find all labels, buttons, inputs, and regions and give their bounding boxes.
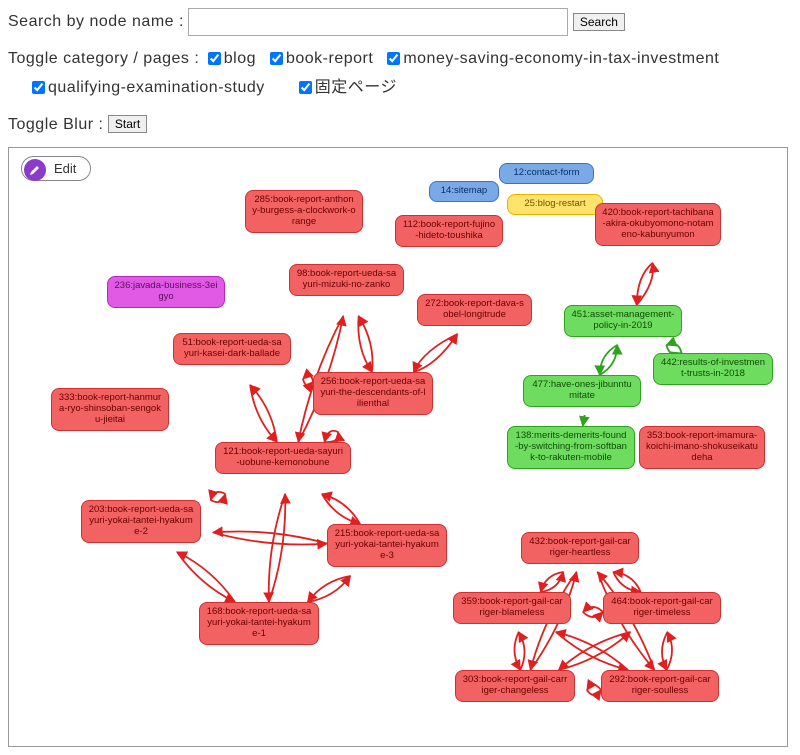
search-input[interactable] — [188, 8, 568, 36]
toggle-label-text: blog — [224, 50, 256, 67]
blur-label: Toggle Blur : — [8, 116, 103, 133]
blur-row: Toggle Blur : Start — [8, 111, 792, 140]
graph-edge — [308, 576, 351, 602]
toggle-label-text: 固定ページ — [315, 79, 397, 96]
graph-edge — [514, 632, 520, 670]
graph-edge — [358, 316, 372, 372]
graph-edge — [637, 263, 653, 305]
graph-node[interactable]: 333:book-report-hanmura-ryo-shinsoban-se… — [51, 388, 169, 431]
graph-node[interactable]: 477:have-ones-jibunntumitate — [523, 375, 641, 407]
graph-edge — [559, 632, 631, 670]
graph-edge — [637, 263, 653, 305]
graph-edge — [414, 334, 458, 372]
graph-node[interactable]: 451:asset-management-policy-in-2019 — [564, 305, 682, 337]
graph-edge — [414, 334, 458, 372]
toggle-row: Toggle category / pages : blog book-repor… — [8, 45, 792, 103]
toggle-label-text: book-report — [286, 50, 373, 67]
graph-edge — [211, 494, 226, 502]
edit-label: Edit — [54, 161, 76, 176]
blur-start-button[interactable]: Start — [108, 115, 147, 133]
graph-edge — [519, 632, 525, 670]
graph-edge — [613, 572, 640, 592]
toggle-checkbox-money-saving-economy-in-tax-investment[interactable] — [387, 52, 400, 65]
graph-edge — [583, 612, 603, 617]
graph-edge — [587, 690, 601, 695]
graph-edge — [324, 431, 338, 442]
graph-node[interactable]: 14:sitemap — [429, 181, 499, 202]
graph-edge — [667, 632, 672, 670]
graph-edge — [324, 432, 338, 442]
graph-area: Edit 12:contact-form14:sitemap 25:blog-re… — [8, 147, 788, 747]
graph-edge — [541, 572, 564, 592]
toggle-label-text: qualifying-examination-study — [48, 79, 265, 96]
toggle-label-text: money-saving-economy-in-tax-investment — [403, 50, 719, 67]
search-row: Search by node name : Search — [8, 8, 792, 37]
graph-node[interactable]: 272:book-report-dava-sobel-longitrude — [417, 294, 532, 326]
graph-node[interactable]: 464:book-report-gail-carriger-timeless — [603, 592, 721, 624]
toggle-item-固定ページ: 固定ページ — [295, 79, 397, 96]
graph-node[interactable]: 121:book-report-ueda-sayuri-uobune-kemon… — [215, 442, 351, 474]
toggle-item-book-report: book-report — [266, 50, 373, 67]
graph-edge — [556, 632, 628, 670]
graph-edge — [269, 494, 285, 602]
graph-edge — [322, 494, 360, 524]
graph-node[interactable]: 353:book-report-imamura-koichi-imano-sho… — [639, 426, 765, 469]
graph-node[interactable]: 420:book-report-tachibana-akira-okubyomo… — [595, 203, 721, 246]
graph-node[interactable]: 51:book-report-ueda-sayuri-kasei-dark-ba… — [173, 333, 291, 365]
graph-edge — [556, 632, 628, 670]
toggle-checkbox-blog[interactable] — [208, 52, 221, 65]
graph-edge — [269, 494, 285, 602]
toggle-item-money-saving-economy-in-tax-investment: money-saving-economy-in-tax-investment — [383, 50, 719, 67]
toggle-label: Toggle category / pages : — [8, 50, 199, 67]
edit-button[interactable]: Edit — [21, 156, 91, 181]
graph-node[interactable]: 292:book-report-gail-carriger-soulless — [601, 670, 719, 702]
toggle-item-blog: blog — [204, 50, 256, 67]
graph-edge — [303, 379, 313, 386]
graph-node[interactable]: 285:book-report-anthony-burgess-a-clockw… — [245, 190, 363, 233]
graph-node[interactable]: 303:book-report-gail-carriger-changeless — [455, 670, 575, 702]
search-button[interactable]: Search — [573, 13, 625, 31]
graph-edge — [583, 607, 603, 612]
graph-node[interactable]: 442:results-of-investment-trusts-in-2018 — [653, 353, 773, 385]
graph-node[interactable]: 359:book-report-gail-carriger-blameless — [453, 592, 571, 624]
graph-node[interactable]: 12:contact-form — [499, 163, 594, 184]
graph-edge — [177, 552, 235, 602]
graph-node[interactable]: 138:merits-demerits-found-by-switching-f… — [507, 426, 635, 469]
graph-node[interactable]: 25:blog-restart — [507, 194, 603, 215]
graph-edge — [613, 572, 640, 592]
graph-edge — [250, 385, 277, 442]
search-label: Search by node name : — [8, 13, 184, 30]
graph-edge — [359, 316, 373, 372]
graph-edge — [213, 532, 327, 544]
graph-edge — [211, 492, 226, 500]
graph-edge — [250, 385, 277, 442]
graph-edge — [600, 345, 618, 375]
graph-edge — [308, 576, 351, 602]
graph-edge — [667, 344, 682, 353]
graph-edge — [587, 685, 601, 690]
graph-edge — [322, 494, 360, 524]
graph-edge — [662, 632, 667, 670]
graph-node[interactable]: 256:book-report-ueda-sayuri-the-descenda… — [313, 372, 433, 415]
graph-edge — [559, 632, 631, 670]
graph-edge — [541, 572, 564, 592]
graph-edge — [600, 345, 618, 375]
graph-node[interactable]: 168:book-report-ueda-sayuri-yokai-tantei… — [199, 602, 319, 645]
graph-edge — [213, 533, 327, 545]
toggle-item-qualifying-examination-study: qualifying-examination-study — [28, 79, 265, 96]
graph-node[interactable]: 432:book-report-gail-carriger-heartless — [521, 532, 639, 564]
graph-edge — [583, 415, 585, 426]
toggle-checkbox-book-report[interactable] — [270, 52, 283, 65]
graph-node[interactable]: 236:javada-business-3eigyo — [107, 276, 225, 308]
graph-node[interactable]: 203:book-report-ueda-sayuri-yokai-tantei… — [81, 500, 201, 543]
graph-edge — [177, 552, 235, 602]
toggle-checkbox-固定ページ[interactable] — [299, 81, 312, 94]
graph-node[interactable]: 98:book-report-ueda-sayuri-mizuki-no-zan… — [289, 264, 404, 296]
graph-edge — [303, 376, 313, 382]
pencil-icon — [24, 159, 46, 181]
graph-node[interactable]: 215:book-report-ueda-sayuri-yokai-tantei… — [327, 524, 447, 567]
graph-node[interactable]: 112:book-report-fujino-hideto-toushika — [395, 215, 503, 247]
toggle-checkbox-qualifying-examination-study[interactable] — [32, 81, 45, 94]
